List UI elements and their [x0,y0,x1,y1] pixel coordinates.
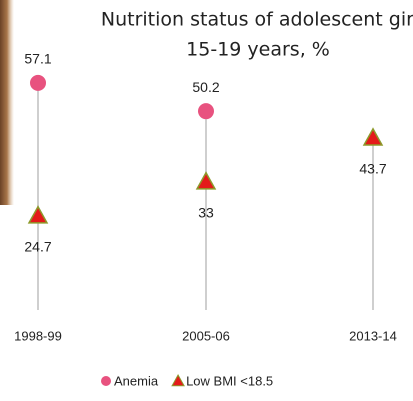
data-label: 24.7 [24,238,51,254]
marker [364,129,382,145]
legend-label: Low BMI <18.5 [186,373,273,388]
decoration [0,0,14,205]
x-tick-label: 2013-14 [349,328,397,343]
data-label: 57.1 [24,51,51,67]
marker [198,103,214,119]
marker [30,75,46,91]
x-tick-label: 2005-06 [182,328,230,343]
legend-swatch [172,375,184,386]
legend-item: Low BMI <18.5 [172,373,273,388]
marker [197,173,215,189]
plot: 1998-99 2005-06 2013-14 57.1 50.2 24.7 33 43.7 [14,51,397,344]
legend-item: Anemia [101,373,159,388]
data-label: 50.2 [192,79,219,95]
chart: Nutrition status of adolescent girls 15-… [0,0,413,401]
legend-label: Anemia [114,373,159,388]
marker [29,207,47,223]
data-label: 43.7 [359,161,386,177]
legend: Anemia Low BMI <18.5 [101,373,273,388]
chart-title: Nutrition status of adolescent girls [101,9,413,31]
chart-subtitle: 15-19 years, % [186,39,330,61]
data-label: 33 [198,204,214,220]
x-tick-label: 1998-99 [14,328,62,343]
legend-swatch [101,376,111,386]
